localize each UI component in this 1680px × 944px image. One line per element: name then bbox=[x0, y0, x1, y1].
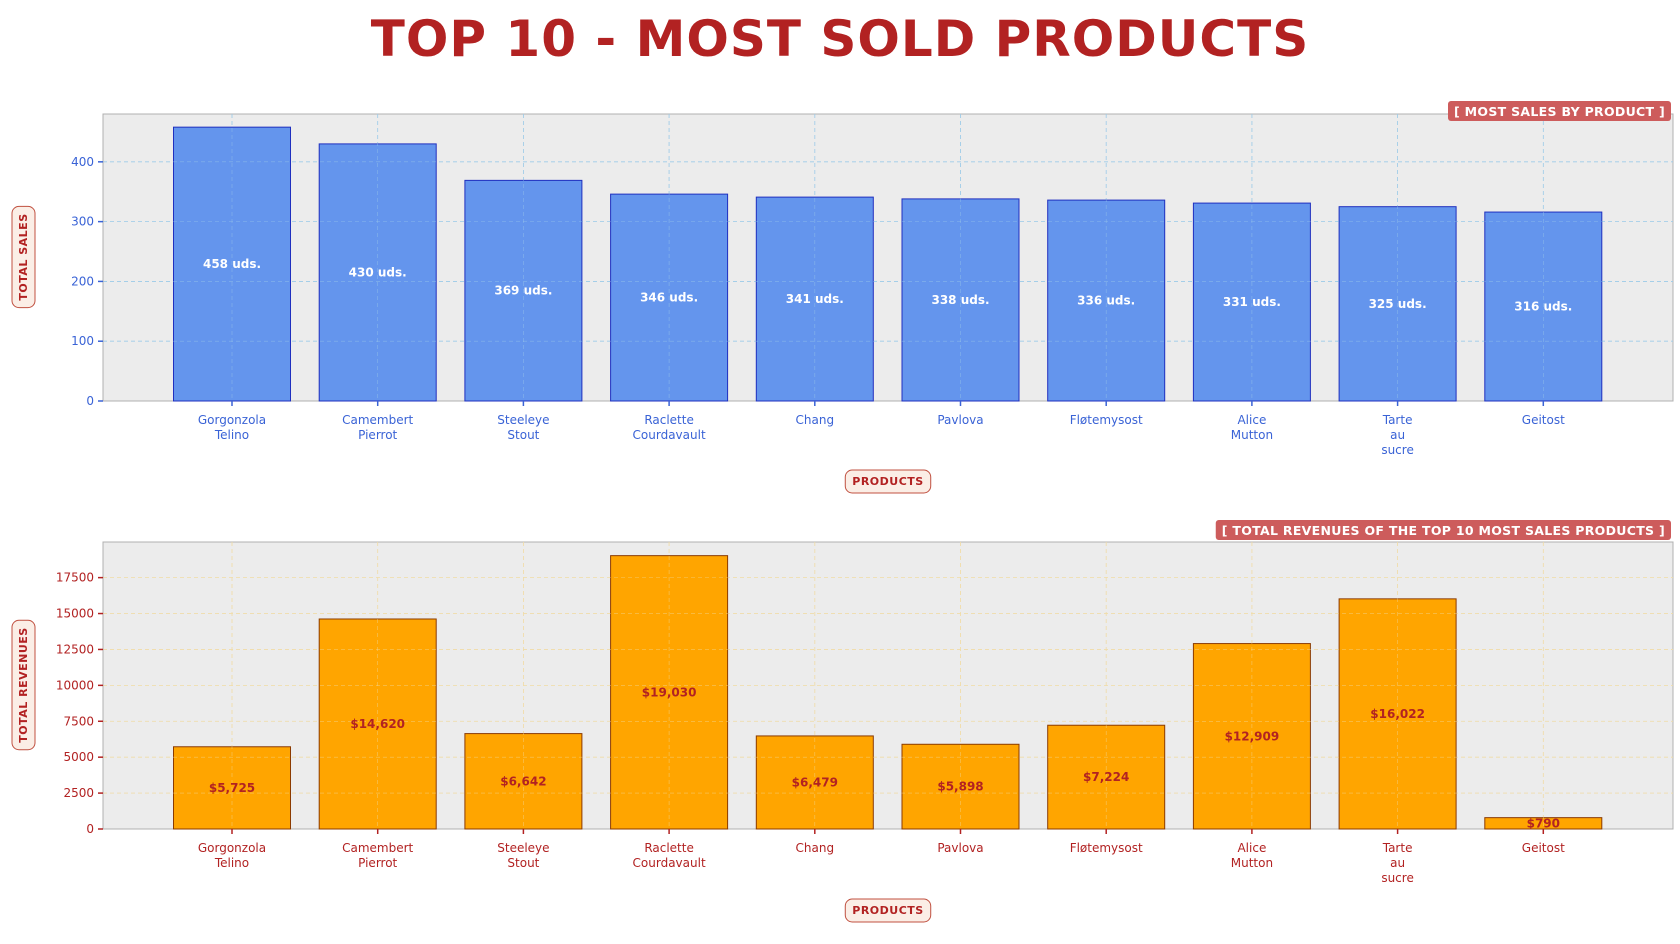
chart-title: [ MOST SALES BY PRODUCT ] bbox=[1454, 104, 1665, 119]
x-axis-label: PRODUCTS bbox=[852, 475, 923, 488]
x-tick-label: Chang bbox=[796, 413, 835, 427]
bar bbox=[1192, 643, 1311, 830]
x-tick-label: Pavlova bbox=[937, 413, 983, 427]
data-label: 346 uds. bbox=[640, 291, 698, 305]
data-label: $19,030 bbox=[642, 685, 697, 699]
y-tick-label: 17500 bbox=[56, 571, 94, 585]
y-tick-label: 0 bbox=[86, 822, 94, 836]
data-label: $5,898 bbox=[937, 780, 983, 794]
x-tick-label: Raclette Courdavault bbox=[633, 841, 706, 870]
revenue-chart: $5,725 $14,620 $6,642 $19,030 $6,479 $5,898 $7… bbox=[11, 520, 1674, 923]
x-tick-label: Steeleye Stout bbox=[497, 413, 549, 442]
x-tick-label: Raclette Courdavault bbox=[633, 413, 706, 442]
x-tick-label: Geitost bbox=[1522, 841, 1565, 855]
y-axis-label-box bbox=[11, 205, 36, 309]
x-tick-label: Tarte au sucre bbox=[1381, 841, 1414, 885]
data-label: 331 uds. bbox=[1223, 295, 1281, 309]
y-tick-label: 300 bbox=[71, 215, 94, 229]
x-axis-label: PRODUCTS bbox=[852, 904, 923, 917]
data-label: 336 uds. bbox=[1077, 294, 1135, 308]
x-tick-label: Camembert Pierrot bbox=[342, 413, 413, 442]
y-tick-label: 10000 bbox=[56, 678, 94, 692]
data-label: $790 bbox=[1527, 816, 1560, 830]
y-tick-label: 200 bbox=[71, 274, 94, 288]
data-label: $7,224 bbox=[1083, 770, 1129, 784]
y-tick-label: 12500 bbox=[56, 642, 94, 656]
x-tick-label: Tarte au sucre bbox=[1381, 413, 1414, 457]
y-axis-label: TOTAL SALES bbox=[17, 213, 30, 300]
x-tick-label: Chang bbox=[796, 841, 835, 855]
y-axis-label-group: TOTAL REVENUES bbox=[11, 619, 36, 751]
data-label: $5,725 bbox=[209, 781, 255, 795]
data-label: $14,620 bbox=[350, 717, 405, 731]
y-tick-label: 2500 bbox=[63, 786, 94, 800]
data-label: 458 uds. bbox=[203, 257, 261, 271]
y-axis-label: TOTAL REVENUES bbox=[17, 627, 30, 742]
data-label: $16,022 bbox=[1370, 707, 1425, 721]
data-label: 316 uds. bbox=[1514, 300, 1572, 314]
data-label: 369 uds. bbox=[494, 284, 552, 298]
bar bbox=[318, 618, 437, 830]
data-label: 338 uds. bbox=[931, 293, 989, 307]
x-tick-label: Steeleye Stout bbox=[497, 841, 549, 870]
y-tick-label: 400 bbox=[71, 155, 94, 169]
x-axis-label-box bbox=[844, 469, 932, 494]
chart-title-box bbox=[1215, 520, 1671, 540]
x-tick-label: Alice Mutton bbox=[1231, 841, 1273, 870]
y-tick-label: 7500 bbox=[63, 714, 94, 728]
sales-chart: 458 uds. 430 uds. 369 uds. 346 uds. 341 uds.… bbox=[11, 101, 1674, 494]
y-tick-label: 100 bbox=[71, 334, 94, 348]
x-tick-label: Gorgonzola Telino bbox=[198, 413, 266, 442]
chart-title: [ TOTAL REVENUES OF THE TOP 10 MOST SALE… bbox=[1222, 523, 1665, 538]
data-label: $6,642 bbox=[500, 774, 546, 788]
data-label: 430 uds. bbox=[349, 265, 407, 279]
x-tick-label: Camembert Pierrot bbox=[342, 841, 413, 870]
data-label: 341 uds. bbox=[786, 292, 844, 306]
x-tick-label: Fløtemysost bbox=[1070, 841, 1143, 855]
x-axis-label-box bbox=[844, 898, 932, 923]
y-axis-label-group: TOTAL SALES bbox=[11, 205, 36, 309]
data-label: $12,909 bbox=[1225, 729, 1280, 743]
page-title: TOP 10 - MOST SOLD PRODUCTS bbox=[370, 10, 1310, 68]
x-tick-label: Pavlova bbox=[937, 841, 983, 855]
y-tick-label: 5000 bbox=[63, 750, 94, 764]
x-tick-label: Geitost bbox=[1522, 413, 1565, 427]
data-label: 325 uds. bbox=[1369, 297, 1427, 311]
x-tick-label: Gorgonzola Telino bbox=[198, 841, 266, 870]
y-tick-label: 15000 bbox=[56, 607, 94, 621]
chart-title-box bbox=[1448, 101, 1671, 121]
data-label: $6,479 bbox=[792, 775, 838, 789]
x-tick-label: Fløtemysost bbox=[1070, 413, 1143, 427]
x-tick-label: Alice Mutton bbox=[1231, 413, 1273, 442]
y-axis-label-box bbox=[11, 619, 36, 751]
y-tick-label: 0 bbox=[86, 394, 94, 408]
